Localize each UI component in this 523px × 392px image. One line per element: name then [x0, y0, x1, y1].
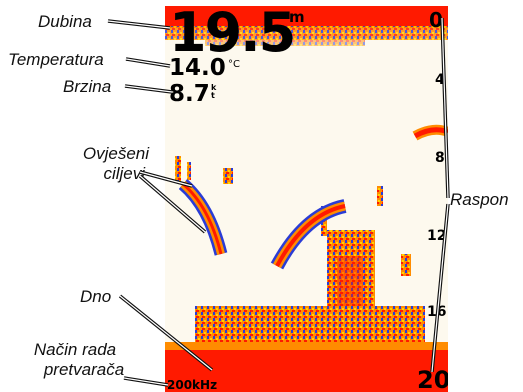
- surface-clutter: [165, 6, 448, 28]
- depth-readout: 19.5: [169, 6, 296, 64]
- leader-temperature-inner: [125, 58, 171, 67]
- leader-depth-inner: [107, 20, 171, 29]
- range-callout: Raspon: [450, 190, 509, 209]
- surface-noise-fringe: [205, 40, 365, 46]
- suspended-targets-line1: Ovješeni: [82, 144, 149, 163]
- scale-tick-top: 0: [429, 8, 443, 32]
- leader-temperature: [125, 57, 171, 68]
- speed-readout: 8.7: [169, 81, 210, 107]
- suspended-targets-line2: ciljevi: [103, 164, 145, 183]
- transducer-mode-line1: Način rada: [33, 340, 117, 359]
- bottom-callout: Dno: [80, 287, 112, 306]
- depth-callout: Dubina: [38, 12, 92, 31]
- leader-transducer: [123, 376, 169, 387]
- scatter-return: [175, 156, 181, 182]
- leader-transducer-inner: [123, 377, 169, 386]
- transducer-mode-line2: pretvarača: [43, 360, 125, 379]
- speed-unit: kt: [211, 83, 217, 100]
- temperature-unit: °C: [228, 59, 240, 70]
- scale-tick: 4: [435, 72, 445, 88]
- sonar-screen: 19.5 m 14.0 °C 8.7 kt 0 4 8 12 16 20 200…: [165, 6, 448, 392]
- suspended-targets-callout: Ovješeni ciljevi: [55, 144, 149, 184]
- temperature-callout: Temperatura: [8, 50, 104, 69]
- depth-unit: m: [289, 8, 305, 26]
- scatter-return: [377, 186, 383, 206]
- temperature-readout: 14.0: [169, 55, 226, 81]
- transducer-mode-callout: Način rada pretvarača: [20, 340, 130, 380]
- suspended-target-right-core: [275, 204, 346, 267]
- bottom-edge: [165, 342, 448, 350]
- leader-depth: [107, 19, 171, 30]
- scale-tick: 8: [435, 150, 445, 166]
- scatter-return: [223, 168, 233, 184]
- scale-tick: 12: [427, 228, 447, 244]
- surface-noise: [165, 26, 448, 40]
- speed-callout: Brzina: [63, 77, 112, 96]
- scale-tick: 16: [427, 304, 447, 320]
- frequency-readout: 200kHz: [167, 378, 218, 392]
- scatter-return: [401, 254, 411, 276]
- scatter-return: [187, 162, 191, 180]
- scale-tick-bottom: 20: [417, 366, 448, 392]
